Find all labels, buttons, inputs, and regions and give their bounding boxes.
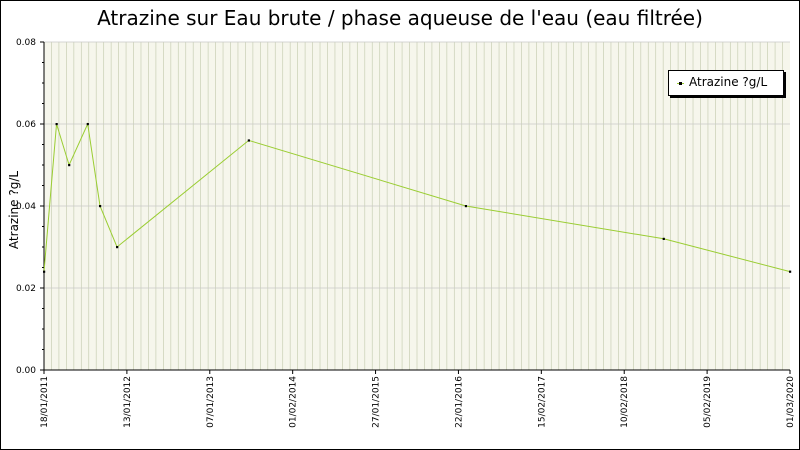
data-point	[116, 246, 119, 249]
y-tick-label: 0.02	[16, 284, 36, 294]
legend-marker	[677, 81, 684, 86]
axes: 0.00 0.02 0.04 0.06 0.08 18/01/2011 13/01/2012…	[16, 38, 796, 428]
x-tick-label: 15/02/2017	[537, 376, 547, 428]
grid	[44, 41, 790, 371]
y-tick-label: 0.08	[16, 38, 36, 48]
y-axis-label: Atrazine ?g/L	[7, 171, 21, 249]
x-tick-label: 27/01/2015	[372, 376, 382, 428]
data-point	[789, 270, 792, 273]
legend: Atrazine ?g/L	[668, 70, 784, 96]
y-tick-label: 0.00	[16, 366, 36, 376]
data-point	[43, 270, 46, 273]
x-tick-label: 07/01/2013	[206, 376, 216, 428]
x-tick-label: 13/01/2012	[123, 376, 133, 428]
data-point	[662, 237, 665, 240]
data-point	[464, 205, 468, 208]
x-tick-label: 05/02/2019	[703, 376, 713, 428]
series-layer	[43, 122, 792, 273]
y-tick-label: 0.06	[16, 120, 36, 130]
data-point	[99, 205, 102, 208]
data-point	[68, 164, 71, 167]
y-tick-label: 0.04	[16, 202, 36, 212]
x-tick-label: 18/01/2011	[40, 376, 50, 428]
data-point	[247, 139, 250, 142]
data-point	[55, 123, 58, 126]
series-line	[43, 122, 791, 273]
chart-title: Atrazine sur Eau brute / phase aqueuse d…	[97, 6, 703, 30]
x-tick-label: 01/03/2020	[786, 376, 796, 428]
data-point	[86, 123, 89, 126]
x-tick-label: 10/02/2018	[620, 376, 630, 428]
x-tick-label: 01/02/2014	[289, 376, 299, 428]
legend-label: Atrazine ?g/L	[689, 75, 768, 89]
x-tick-label: 22/01/2016	[454, 376, 464, 428]
